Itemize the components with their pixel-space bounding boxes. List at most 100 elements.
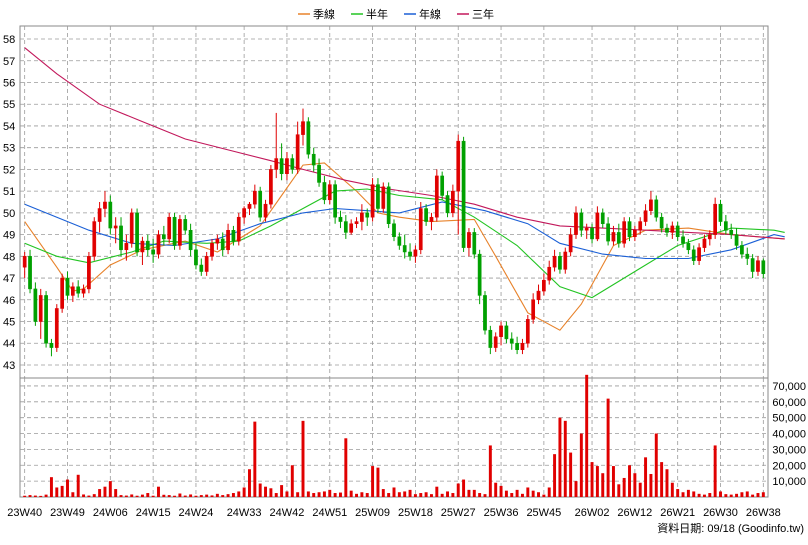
candle-body [697, 247, 701, 261]
candle-body [584, 227, 589, 231]
x-tick-label: 24W33 [227, 507, 262, 519]
volume-bar [606, 398, 610, 497]
volume-bar [210, 495, 214, 497]
volume-bar [349, 490, 353, 497]
volume-bar [49, 477, 53, 497]
volume-bar [665, 469, 669, 497]
volume-bar [167, 495, 171, 497]
candle-body [65, 277, 70, 296]
volume-bar [60, 485, 64, 497]
candle-body [365, 212, 370, 218]
volume-bar [537, 492, 540, 497]
volume-plot-area [19, 377, 769, 498]
volume-bar [590, 462, 594, 497]
candle-body [343, 221, 348, 233]
volume-bar [499, 485, 503, 497]
candle-body [499, 325, 503, 337]
volume-bar [424, 492, 428, 497]
volume-bar [467, 489, 471, 497]
candle-body [327, 184, 332, 201]
candle-body [590, 227, 594, 240]
volume-bar [253, 421, 257, 497]
volume-tick-label: 20,000 [772, 460, 806, 472]
volume-bar [520, 493, 524, 497]
volume-bar [451, 493, 455, 497]
candle-body [477, 253, 482, 296]
volume-bar [274, 493, 278, 497]
volume-bar [264, 486, 268, 497]
volume-bar [585, 374, 589, 497]
candle-body [392, 223, 396, 238]
volume-bar [676, 489, 680, 497]
x-tick-label: 24W24 [179, 507, 214, 519]
candle-body [376, 184, 380, 209]
candle-body [129, 212, 134, 244]
candle-body [381, 186, 386, 209]
candle-body [729, 229, 734, 235]
price-tick-label: 46 [3, 295, 15, 307]
candle-body [761, 260, 766, 274]
candle-body [718, 203, 723, 222]
candle-body [279, 158, 284, 175]
volume-tick-label: 40,000 [772, 429, 806, 441]
volume-bar [483, 494, 487, 497]
candle-body [750, 258, 755, 272]
x-tick-label: 24W42 [270, 507, 305, 519]
candle-body [418, 208, 423, 251]
volume-bar [563, 420, 567, 497]
candle-body [306, 121, 311, 155]
candle-body [263, 203, 268, 218]
volume-bar [237, 491, 241, 497]
volume-bar [312, 493, 316, 497]
volume-bar [360, 492, 364, 497]
volume-bar [194, 495, 198, 497]
volume-tick-label: 30,000 [772, 444, 806, 456]
candle-body [236, 216, 241, 242]
candle-body [108, 201, 113, 229]
candle-body [675, 225, 680, 238]
candle-body [28, 256, 32, 290]
volume-bar [162, 494, 166, 497]
candle-body [509, 338, 514, 344]
candle-body [354, 221, 359, 224]
volume-bar [403, 491, 407, 497]
candle-body [756, 260, 760, 272]
volume-bar [114, 489, 118, 497]
volume-bar [221, 495, 225, 497]
volume-bar [173, 495, 177, 497]
candle-body [49, 342, 54, 348]
volume-bar [574, 481, 578, 497]
volume-bar [28, 495, 32, 497]
x-tick-label: 25W09 [355, 507, 390, 519]
volume-bar [601, 473, 605, 497]
candle-body [204, 256, 209, 272]
price-tick-label: 55 [3, 99, 15, 111]
volume-bar [670, 482, 674, 497]
volume-bar [408, 489, 412, 497]
candle-body [386, 186, 391, 224]
candle-body [151, 249, 155, 255]
volume-bar [462, 479, 466, 497]
volume-bar [92, 494, 96, 497]
volume-bar [515, 489, 519, 497]
candle-body [215, 238, 220, 244]
candle-body [724, 221, 728, 231]
volume-bar [510, 493, 514, 497]
volume-bar [719, 491, 722, 497]
volume-bar [269, 488, 273, 497]
candle-body [600, 212, 605, 224]
candle-body [611, 232, 616, 242]
volume-bar [365, 493, 369, 497]
legend-label: 年線 [419, 7, 441, 21]
volume-bar [649, 473, 653, 497]
candle-body [670, 225, 675, 233]
volume-bar [558, 417, 562, 497]
candle-body [665, 227, 669, 233]
candle-body [81, 288, 86, 294]
candle-body [691, 249, 696, 261]
candle-body [606, 223, 610, 242]
candle-body [413, 249, 418, 257]
volume-bar [322, 491, 326, 497]
candle-body [199, 264, 204, 272]
volume-bar [71, 492, 75, 497]
